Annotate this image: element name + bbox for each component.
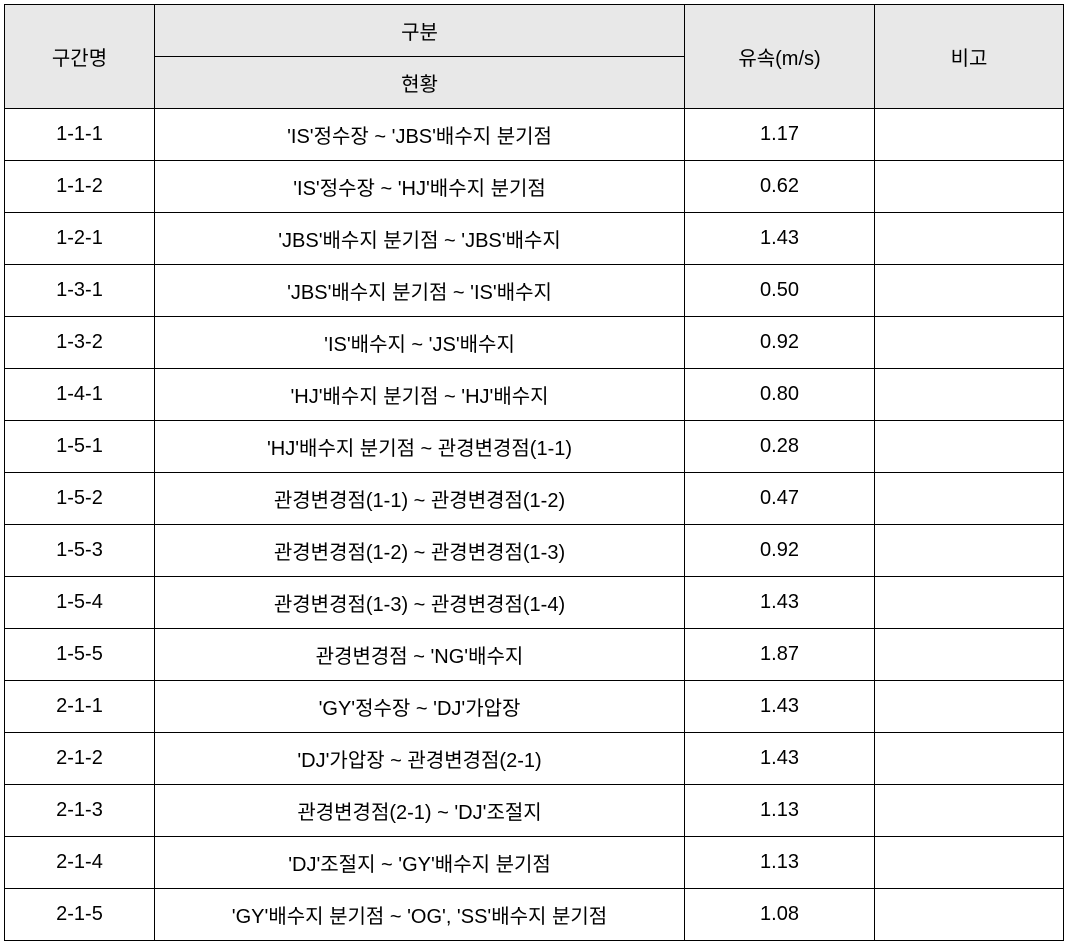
cell-speed: 0.28 [685, 421, 875, 473]
cell-desc: 'DJ'조절지 ~ 'GY'배수지 분기점 [155, 837, 685, 889]
cell-speed: 1.08 [685, 889, 875, 941]
cell-section: 1-5-4 [5, 577, 155, 629]
cell-section: 1-5-2 [5, 473, 155, 525]
cell-section: 1-4-1 [5, 369, 155, 421]
cell-desc: 'IS'정수장 ~ 'JBS'배수지 분기점 [155, 109, 685, 161]
table-header: 구간명 구분 유속(m/s) 비고 현황 [5, 5, 1064, 109]
cell-desc: 'DJ'가압장 ~ 관경변경점(2-1) [155, 733, 685, 785]
cell-speed: 1.17 [685, 109, 875, 161]
cell-note [875, 473, 1064, 525]
cell-note [875, 785, 1064, 837]
cell-desc: 관경변경점(1-1) ~ 관경변경점(1-2) [155, 473, 685, 525]
cell-speed: 0.50 [685, 265, 875, 317]
cell-speed: 0.92 [685, 525, 875, 577]
table-body: 1-1-1'IS'정수장 ~ 'JBS'배수지 분기점1.171-1-2'IS'… [5, 109, 1064, 941]
table-row: 2-1-5'GY'배수지 분기점 ~ 'OG', 'SS'배수지 분기점1.08 [5, 889, 1064, 941]
cell-desc: 'JBS'배수지 분기점 ~ 'IS'배수지 [155, 265, 685, 317]
cell-desc: 'IS'정수장 ~ 'HJ'배수지 분기점 [155, 161, 685, 213]
cell-note [875, 733, 1064, 785]
cell-section: 1-1-1 [5, 109, 155, 161]
table-row: 1-1-2'IS'정수장 ~ 'HJ'배수지 분기점0.62 [5, 161, 1064, 213]
cell-speed: 1.13 [685, 837, 875, 889]
header-division: 구분 [155, 5, 685, 57]
cell-desc: 관경변경점 ~ 'NG'배수지 [155, 629, 685, 681]
cell-note [875, 109, 1064, 161]
cell-section: 1-1-2 [5, 161, 155, 213]
header-status: 현황 [155, 57, 685, 109]
cell-speed: 0.62 [685, 161, 875, 213]
cell-desc: 관경변경점(1-2) ~ 관경변경점(1-3) [155, 525, 685, 577]
cell-note [875, 577, 1064, 629]
cell-note [875, 525, 1064, 577]
cell-speed: 1.43 [685, 681, 875, 733]
table-row: 1-3-1'JBS'배수지 분기점 ~ 'IS'배수지0.50 [5, 265, 1064, 317]
cell-desc: 'GY'배수지 분기점 ~ 'OG', 'SS'배수지 분기점 [155, 889, 685, 941]
cell-desc: 'GY'정수장 ~ 'DJ'가압장 [155, 681, 685, 733]
cell-note [875, 681, 1064, 733]
cell-note [875, 317, 1064, 369]
cell-note [875, 369, 1064, 421]
cell-note [875, 265, 1064, 317]
table-row: 1-5-2관경변경점(1-1) ~ 관경변경점(1-2)0.47 [5, 473, 1064, 525]
table-row: 1-5-5관경변경점 ~ 'NG'배수지1.87 [5, 629, 1064, 681]
cell-section: 2-1-4 [5, 837, 155, 889]
cell-section: 2-1-2 [5, 733, 155, 785]
cell-section: 1-5-5 [5, 629, 155, 681]
table-row: 2-1-2'DJ'가압장 ~ 관경변경점(2-1)1.43 [5, 733, 1064, 785]
cell-desc: 'JBS'배수지 분기점 ~ 'JBS'배수지 [155, 213, 685, 265]
cell-speed: 1.43 [685, 733, 875, 785]
data-table: 구간명 구분 유속(m/s) 비고 현황 1-1-1'IS'정수장 ~ 'JBS… [4, 4, 1064, 941]
cell-section: 1-3-1 [5, 265, 155, 317]
cell-section: 2-1-1 [5, 681, 155, 733]
table-row: 1-5-3관경변경점(1-2) ~ 관경변경점(1-3)0.92 [5, 525, 1064, 577]
cell-desc: 'HJ'배수지 분기점 ~ 관경변경점(1-1) [155, 421, 685, 473]
header-section: 구간명 [5, 5, 155, 109]
table-row: 2-1-4'DJ'조절지 ~ 'GY'배수지 분기점1.13 [5, 837, 1064, 889]
table-row: 1-4-1'HJ'배수지 분기점 ~ 'HJ'배수지0.80 [5, 369, 1064, 421]
table-row: 1-2-1'JBS'배수지 분기점 ~ 'JBS'배수지1.43 [5, 213, 1064, 265]
cell-section: 1-3-2 [5, 317, 155, 369]
cell-desc: 관경변경점(1-3) ~ 관경변경점(1-4) [155, 577, 685, 629]
cell-desc: 'HJ'배수지 분기점 ~ 'HJ'배수지 [155, 369, 685, 421]
cell-note [875, 837, 1064, 889]
cell-section: 1-5-1 [5, 421, 155, 473]
table-row: 1-3-2'IS'배수지 ~ 'JS'배수지0.92 [5, 317, 1064, 369]
cell-note [875, 161, 1064, 213]
cell-section: 2-1-5 [5, 889, 155, 941]
table-row: 2-1-1'GY'정수장 ~ 'DJ'가압장1.43 [5, 681, 1064, 733]
cell-speed: 0.80 [685, 369, 875, 421]
cell-speed: 1.13 [685, 785, 875, 837]
cell-note [875, 629, 1064, 681]
cell-desc: 관경변경점(2-1) ~ 'DJ'조절지 [155, 785, 685, 837]
cell-speed: 0.92 [685, 317, 875, 369]
cell-speed: 0.47 [685, 473, 875, 525]
cell-section: 1-2-1 [5, 213, 155, 265]
cell-desc: 'IS'배수지 ~ 'JS'배수지 [155, 317, 685, 369]
cell-section: 2-1-3 [5, 785, 155, 837]
cell-section: 1-5-3 [5, 525, 155, 577]
cell-speed: 1.43 [685, 577, 875, 629]
cell-note [875, 213, 1064, 265]
cell-speed: 1.87 [685, 629, 875, 681]
cell-speed: 1.43 [685, 213, 875, 265]
cell-note [875, 421, 1064, 473]
table-row: 2-1-3관경변경점(2-1) ~ 'DJ'조절지1.13 [5, 785, 1064, 837]
table-row: 1-5-4관경변경점(1-3) ~ 관경변경점(1-4)1.43 [5, 577, 1064, 629]
header-note: 비고 [875, 5, 1064, 109]
header-speed: 유속(m/s) [685, 5, 875, 109]
table-row: 1-5-1'HJ'배수지 분기점 ~ 관경변경점(1-1)0.28 [5, 421, 1064, 473]
table-row: 1-1-1'IS'정수장 ~ 'JBS'배수지 분기점1.17 [5, 109, 1064, 161]
cell-note [875, 889, 1064, 941]
